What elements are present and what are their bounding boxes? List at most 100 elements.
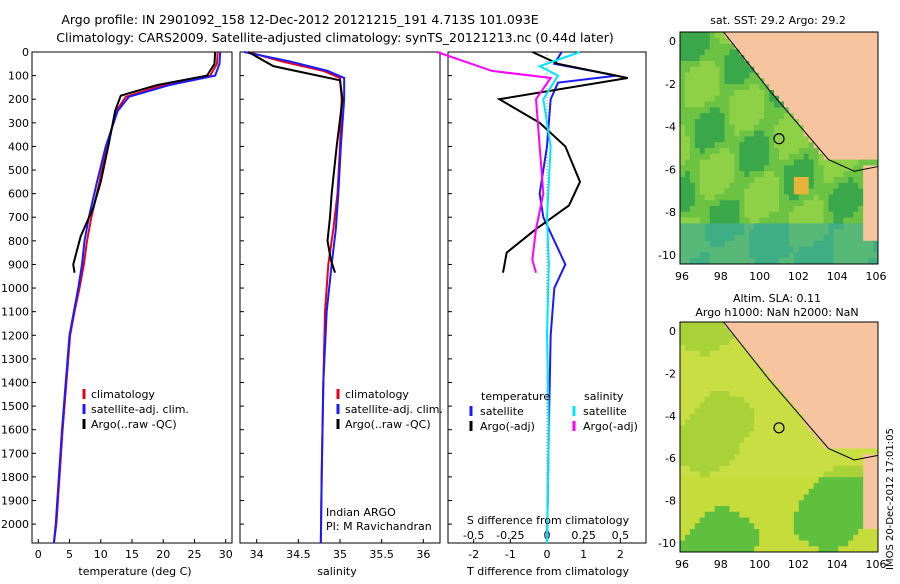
map-cell [779,471,785,478]
map-cell [684,217,691,224]
map-cell [779,396,785,403]
map-cell [873,460,879,467]
map-cell [788,494,795,501]
map-cell [843,72,849,79]
map-cell [709,37,716,45]
map-cell [838,529,844,536]
map-cell [828,540,834,547]
map-cell [848,90,854,97]
map-cell [853,235,859,242]
map-cell [739,419,745,426]
map-cell [744,339,750,346]
map-cell [868,483,874,490]
map-cell [803,246,810,253]
map-cell [709,396,716,403]
map-cell [680,72,686,79]
map-cell [823,217,829,224]
map-cell [694,471,701,478]
map-cell [823,43,829,50]
map-cell [868,385,874,392]
map-cell [803,223,810,230]
map-cell [704,500,711,507]
map-cell [818,322,825,329]
map-cell [764,402,770,409]
map-cell [868,408,874,415]
map-cell [803,153,810,161]
map-cell [833,483,839,490]
map-cell [838,368,844,375]
map-cell [759,113,765,120]
map-cell [853,454,859,461]
map-cell [714,414,721,421]
map-cell [838,107,844,114]
map-cell [719,90,726,97]
map-cell [724,396,730,403]
map-cell [684,37,691,45]
map-cell [873,488,879,495]
map-cell [873,465,879,472]
map-cell [828,177,834,184]
map-cell [818,333,825,340]
map-cell [719,488,726,495]
map-cell [734,95,740,103]
map-cell [873,55,879,62]
map-cell [843,350,849,357]
map-cell [873,177,879,184]
map-cell [853,431,859,438]
map-cell [689,188,696,195]
map-cell [833,200,839,207]
map-cell [754,240,760,248]
map-cell [873,494,879,501]
map-cell [744,431,750,438]
map-cell [863,217,869,224]
map-cell [813,494,820,501]
map-cell [749,217,755,224]
map-cell [848,460,854,467]
map-cell [739,43,745,50]
map-cell [823,124,829,132]
map-cell [793,540,800,547]
map-cell [808,540,815,547]
map-cell [684,368,691,375]
map-cell [759,442,765,449]
temperature-ytick-label: 1500 [1,400,29,413]
map-cell [798,95,805,103]
map-cell [689,471,696,478]
map-cell [793,356,800,363]
map-cell [873,61,879,68]
map-cell [788,223,795,230]
map-cell [774,142,780,149]
map-cell [788,78,795,85]
map-cell [759,345,765,352]
map-cell [774,368,780,375]
map-cell [793,182,800,190]
map-cell [868,217,874,224]
map-cell [739,385,745,392]
map-cell [680,252,686,259]
map-cell [729,345,735,352]
map-xtick-label: 100 [749,558,770,571]
map-cell [798,101,805,108]
map-cell [729,385,735,392]
map-cell [699,90,706,97]
map-cell [823,350,829,357]
map-cell [714,119,721,126]
difference-legend-item: satellite [480,405,524,418]
map-cell [853,506,859,513]
map-cell [739,194,745,201]
map-cell [680,90,686,97]
map-cell [793,113,800,120]
map-cell [838,159,844,166]
map-cell [769,211,775,219]
map-cell [808,327,815,334]
map-cell [853,529,859,536]
map-cell [754,546,760,553]
map-cell [769,350,775,357]
map-cell [838,246,844,253]
map-cell [719,506,726,513]
map-cell [704,448,711,455]
map-cell [868,368,874,375]
map-cell [680,494,686,501]
map-cell [724,188,730,195]
map-cell [823,471,829,478]
